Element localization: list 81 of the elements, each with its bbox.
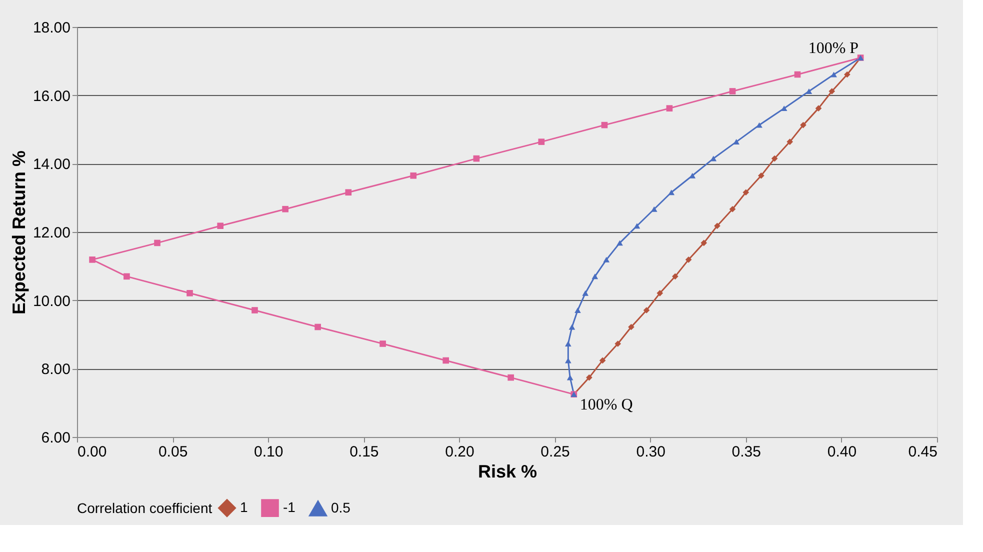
point — [656, 290, 664, 296]
x-axis-title: Risk % — [478, 462, 538, 482]
point — [616, 240, 623, 246]
point — [410, 172, 417, 179]
point — [574, 308, 581, 313]
point — [538, 138, 545, 145]
point — [345, 189, 352, 196]
point — [154, 240, 160, 246]
point — [380, 340, 386, 347]
legend-label: -1 — [283, 499, 296, 516]
point — [442, 357, 450, 364]
x-tick-label: 0.15 — [350, 444, 379, 460]
point — [592, 274, 598, 280]
y-axis-title: Expected Return % — [8, 150, 29, 315]
point — [473, 155, 480, 162]
point — [710, 156, 717, 162]
point — [756, 122, 762, 128]
annotation: 100% Q — [580, 396, 634, 414]
point — [828, 88, 836, 94]
point — [714, 222, 720, 230]
y-tick-label: 14.00 — [32, 156, 70, 174]
point — [844, 71, 850, 78]
point — [568, 324, 576, 330]
x-tick-label: 0.45 — [908, 444, 938, 460]
legend-label: 1 — [240, 499, 248, 516]
y-tick-label: 10.00 — [32, 292, 70, 310]
point — [672, 273, 678, 280]
x-tick-label: 0.10 — [254, 444, 284, 460]
point — [603, 256, 610, 262]
point — [314, 324, 321, 330]
y-tick-label: 8.00 — [41, 361, 70, 378]
point — [758, 172, 764, 179]
point — [599, 357, 606, 364]
point — [564, 340, 572, 346]
x-tick-label: 0.40 — [827, 444, 857, 460]
point — [566, 374, 574, 380]
point — [601, 122, 608, 128]
point — [582, 290, 589, 296]
point — [217, 222, 224, 230]
point — [252, 307, 258, 314]
x-tick-label: 0.05 — [158, 444, 188, 460]
x-tick-label: 0.20 — [445, 444, 474, 460]
x-tick-label: 0.35 — [732, 444, 761, 460]
y-tick-label: 12.00 — [32, 224, 70, 242]
x-tick-label: 0.30 — [636, 444, 666, 460]
y-tick-label: 16.00 — [32, 88, 70, 105]
point — [650, 206, 658, 212]
annotation: 100% P — [808, 40, 859, 57]
point — [700, 240, 708, 246]
point — [282, 206, 288, 212]
point — [124, 273, 130, 280]
point — [508, 374, 514, 381]
x-tick-label: 0.00 — [78, 444, 107, 460]
point — [89, 256, 96, 263]
point — [771, 155, 778, 162]
point — [742, 189, 750, 196]
point — [830, 72, 837, 78]
y-tick-label: 6.00 — [41, 430, 70, 446]
x-tick-label: 0.25 — [540, 444, 570, 460]
point — [815, 105, 822, 112]
point — [666, 105, 673, 112]
point — [780, 106, 788, 112]
point — [628, 324, 634, 330]
point — [186, 290, 193, 296]
point — [800, 122, 806, 128]
point — [786, 138, 794, 145]
point — [643, 307, 650, 314]
legend-label: 0.5 — [331, 500, 351, 516]
point — [689, 172, 696, 178]
point — [586, 374, 592, 381]
point — [634, 223, 640, 229]
point — [614, 340, 622, 347]
point — [794, 71, 801, 78]
y-tick-label: 18.00 — [32, 20, 70, 36]
point — [729, 88, 736, 94]
point — [685, 256, 692, 263]
legend-title: Correlation coefficient — [77, 500, 212, 516]
point — [729, 206, 736, 212]
point — [564, 358, 572, 364]
point — [668, 190, 675, 196]
point — [806, 88, 812, 94]
